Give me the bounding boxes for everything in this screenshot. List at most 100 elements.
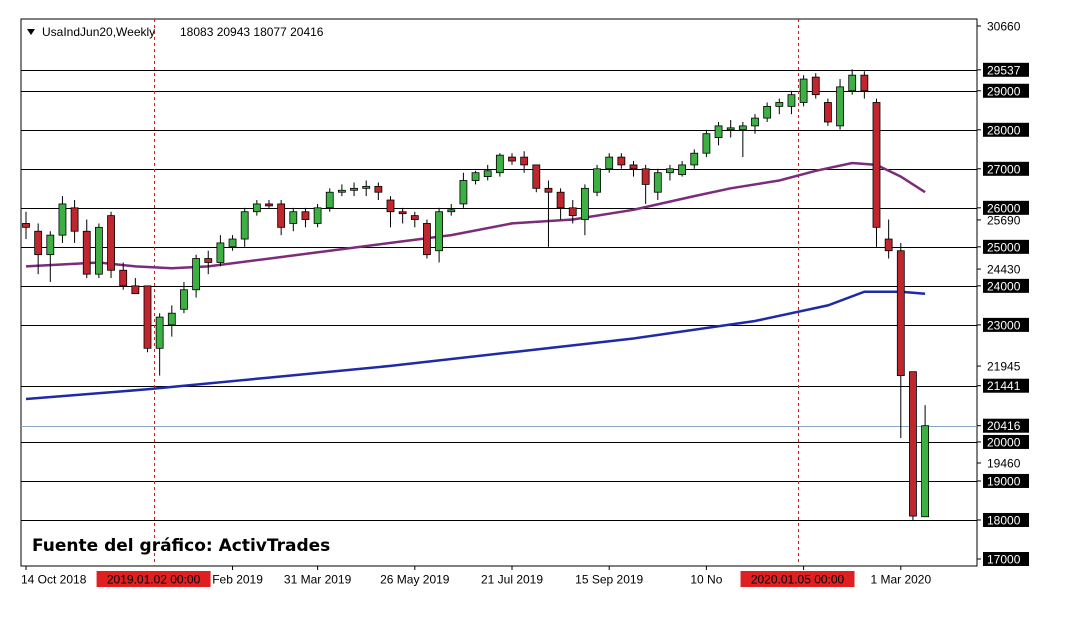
candle-body [70,207,79,232]
price-tag [983,473,1029,488]
moving-averages [25,161,926,401]
candle-body [884,238,893,252]
price-tick-12: 21441 [977,378,1029,393]
candle-19 [252,200,261,216]
price-tick-2: 29000 [977,83,1029,98]
candle-35 [447,203,456,216]
candle-body [216,242,225,263]
chart-header[interactable]: UsaIndJun20,Weekly 18083 20943 18077 204… [27,25,324,39]
price-tick-5: 26000 [977,200,1029,215]
candle-body [374,185,383,193]
time-marker-text: 2019.01.02 00:00 [107,573,201,587]
candle-body [508,156,516,162]
price-tag [983,512,1029,527]
candle-body [532,164,541,189]
time-marker-label-10: 2020.01.05 00:00 [740,571,855,587]
candle-body [180,289,188,310]
candle-body [46,234,55,256]
time-tick-5: 15 Sep 2019 [575,566,644,587]
candle-57 [714,121,723,146]
candle-body [131,285,140,295]
source-note: Fuente del gráfico: ActivTrades [32,536,330,556]
price-tick-1: 29537 [977,62,1029,77]
candle-body [678,164,686,176]
candle-47 [593,164,601,197]
price-tick-16: 19000 [977,473,1029,488]
price-tick-8: 24430 [977,263,1021,277]
candle-2 [46,231,55,282]
candle-41 [520,151,529,173]
price-tag [983,552,1029,566]
candle-67 [836,79,844,130]
candle-body [909,371,917,517]
candle-26 [337,184,346,197]
candle-40 [508,153,516,165]
candle-66 [824,98,832,126]
candle-body [641,168,650,185]
candle-body [143,285,152,349]
price-tick-18: 17000 [977,552,1029,567]
candle-20 [265,200,273,208]
price-label: 17000 [987,553,1021,567]
candle-45 [568,200,577,224]
candle-body [289,211,298,224]
price-label: 30660 [987,20,1021,34]
price-label: 23000 [987,318,1021,332]
candle-50 [629,161,638,177]
candle-10 [143,285,152,353]
candle-body [738,125,747,131]
time-label: 3 Feb 2019 [202,573,263,587]
candle-body [58,203,67,236]
candle-55 [690,149,699,169]
candle-32 [410,211,419,228]
moving-average-slow [25,290,926,401]
candle-58 [726,120,735,138]
price-label: 21441 [987,379,1021,393]
candle-74 [921,405,929,518]
candle-27 [350,182,358,197]
candle-46 [581,184,589,236]
candle-body [520,156,529,166]
price-tick-7: 25000 [977,239,1029,254]
candle-body [410,215,419,220]
candle-56 [702,129,711,158]
horizontal-levels [21,70,977,521]
candle-3 [58,196,67,243]
candle-body [265,203,273,207]
candle-7 [107,211,115,279]
candle-body [398,211,407,215]
time-label: 10 No [690,573,722,587]
candle-33 [423,219,431,259]
candle-44 [556,188,565,220]
candle-21 [277,200,286,236]
time-tick-3: 26 May 2019 [380,566,450,587]
price-tag [983,83,1029,98]
candle-6 [95,223,103,279]
candle-62 [775,98,784,115]
time-label: 1 Mar 2020 [870,573,931,587]
price-label: 26000 [987,201,1021,215]
candle-body [82,230,91,275]
candle-body [471,172,480,181]
dropdown-arrow-icon[interactable] [27,29,35,35]
candle-17 [228,235,237,251]
price-label: 19000 [987,474,1021,488]
candle-53 [666,164,674,181]
time-label: 21 Jul 2019 [481,573,543,587]
price-label: 28000 [987,123,1021,137]
price-tag [983,317,1029,332]
candle-body [860,74,869,92]
candle-63 [787,90,796,115]
candle-body [301,211,310,220]
candle-body [107,215,115,271]
price-label: 24000 [987,279,1021,293]
price-label: 29000 [987,84,1021,98]
candle-body [34,230,43,256]
candle-body [824,102,832,123]
candle-65 [811,73,820,99]
time-label: 14 Oct 2018 [21,573,87,587]
candle-43 [544,180,553,247]
candle-body [447,209,456,213]
price-tag [983,200,1029,215]
candle-body [581,187,589,220]
